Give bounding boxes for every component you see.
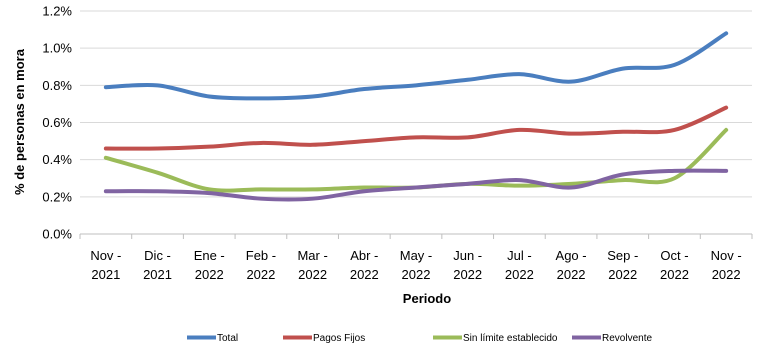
data-point: [104, 189, 108, 193]
data-point: [259, 187, 263, 191]
y-tick-label: 1.0%: [42, 41, 72, 56]
y-tick-label: 0.4%: [42, 152, 72, 167]
data-point: [259, 96, 263, 100]
x-tick-label: 2022: [246, 267, 275, 282]
data-point: [156, 189, 160, 193]
data-point: [311, 143, 315, 147]
y-axis-ticks: 0.0% 0.2% 0.4% 0.6% 0.8% 1.0% 1.2%: [42, 4, 72, 242]
data-point: [104, 147, 108, 151]
data-point: [672, 63, 676, 67]
data-point: [621, 130, 625, 134]
x-tick-label: Nov -: [90, 248, 121, 263]
legend-label: Sin límite establecido: [463, 333, 558, 344]
x-tick-label: Feb -: [246, 248, 276, 263]
data-point: [724, 169, 728, 173]
data-point: [362, 87, 366, 91]
data-point: [104, 156, 108, 160]
x-axis-ticks: Nov - 2021 Dic - 2021 Ene - 2022 Feb - 2022 Mar …: [79, 234, 753, 282]
data-point: [517, 72, 521, 76]
x-tick-label: Sep -: [607, 248, 638, 263]
data-point: [672, 169, 676, 173]
data-point: [621, 173, 625, 177]
data-point: [569, 186, 573, 190]
data-point: [569, 182, 573, 186]
data-point: [156, 83, 160, 87]
x-tick-label: 2022: [453, 267, 482, 282]
x-tick-label: 2022: [402, 267, 431, 282]
data-point: [724, 106, 728, 110]
data-point: [724, 31, 728, 35]
y-tick-label: 0.8%: [42, 78, 72, 93]
data-point: [466, 78, 470, 82]
series-line: [103, 31, 729, 101]
data-point: [517, 178, 521, 182]
gridlines: [80, 10, 752, 235]
x-tick-label: Oct -: [660, 248, 688, 263]
data-point: [466, 135, 470, 139]
x-tick-label: Ene -: [194, 248, 225, 263]
data-point: [569, 132, 573, 136]
x-tick-label: 2022: [712, 267, 741, 282]
x-axis-title: Periodo: [403, 291, 451, 306]
data-point: [466, 182, 470, 186]
data-point: [414, 83, 418, 87]
x-tick-label: Jun -: [453, 248, 482, 263]
y-axis-title: % de personas en mora: [12, 48, 27, 195]
x-tick-label: Dic -: [144, 248, 171, 263]
data-point: [259, 141, 263, 145]
x-tick-label: 2022: [557, 267, 586, 282]
data-point: [311, 187, 315, 191]
legend-label: Total: [217, 333, 238, 344]
data-point: [104, 85, 108, 89]
data-point: [207, 191, 211, 195]
data-point: [517, 184, 521, 188]
series-line: [103, 105, 729, 151]
legend-label: Revolvente: [602, 333, 652, 344]
data-point: [156, 147, 160, 151]
x-tick-label: 2022: [660, 267, 689, 282]
x-tick-label: Ago -: [556, 248, 587, 263]
x-tick-label: 2022: [608, 267, 637, 282]
data-point: [362, 189, 366, 193]
data-point: [517, 128, 521, 132]
x-tick-label: 2021: [91, 267, 120, 282]
x-tick-label: 2022: [350, 267, 379, 282]
x-tick-label: Mar -: [297, 248, 327, 263]
data-point: [621, 67, 625, 71]
series-lines: [103, 31, 729, 202]
data-point: [207, 94, 211, 98]
x-tick-label: Nov -: [711, 248, 742, 263]
data-point: [362, 186, 366, 190]
x-tick-label: May -: [400, 248, 433, 263]
data-point: [207, 187, 211, 191]
data-point: [672, 128, 676, 132]
x-tick-label: 2022: [195, 267, 224, 282]
data-point: [362, 139, 366, 143]
data-point: [414, 186, 418, 190]
x-tick-label: 2021: [143, 267, 172, 282]
data-point: [311, 94, 315, 98]
data-point: [259, 197, 263, 201]
legend-label: Pagos Fijos: [313, 333, 365, 344]
data-point: [414, 135, 418, 139]
x-tick-label: 2022: [298, 267, 327, 282]
data-point: [311, 197, 315, 201]
y-tick-label: 0.0%: [42, 227, 72, 242]
data-point: [672, 176, 676, 180]
y-tick-label: 1.2%: [42, 4, 72, 19]
data-point: [569, 80, 573, 84]
series-line: [103, 168, 729, 202]
x-tick-label: Jul -: [507, 248, 532, 263]
data-point: [207, 145, 211, 149]
data-point: [156, 171, 160, 175]
x-tick-label: Abr -: [350, 248, 378, 263]
data-point: [621, 178, 625, 182]
legend: Total Pagos Fijos Sin límite establecido Re…: [187, 333, 652, 344]
data-point: [724, 128, 728, 132]
x-tick-label: 2022: [505, 267, 534, 282]
y-tick-label: 0.2%: [42, 189, 72, 204]
y-tick-label: 0.6%: [42, 115, 72, 130]
